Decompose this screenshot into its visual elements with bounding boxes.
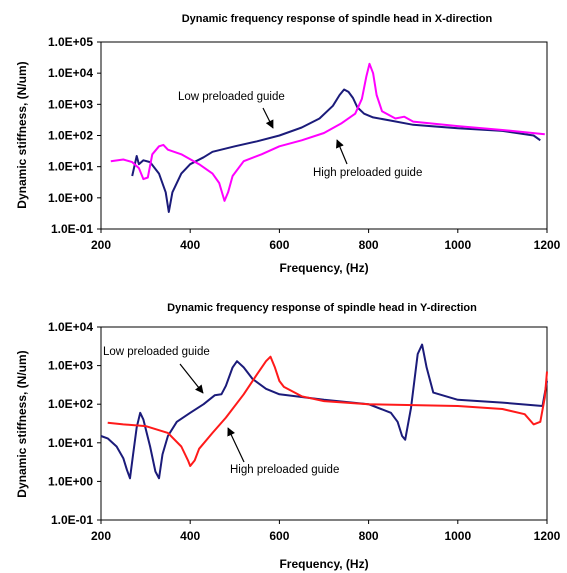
y-tick-label: 1.0E+02: [48, 397, 93, 411]
y-tick-label: 1.0E+01: [48, 436, 93, 450]
y-tick-label: 1.0E+03: [48, 97, 93, 111]
y-axis-ticks: 1.0E-01 1.0E+00 1.0E+01 1.0E+02 1.0E+03 1.0E+…: [48, 35, 101, 236]
y-tick-label: 1.0E+04: [48, 66, 93, 80]
chart-title: Dynamic frequency response of spindle he…: [182, 13, 493, 25]
y-tick-label: 1.0E-01: [51, 222, 93, 236]
y-tick-label: 1.0E+00: [48, 474, 93, 488]
x-tick-label: 200: [91, 529, 111, 543]
annotation-arrow: [262, 107, 274, 129]
x-tick-label: 800: [359, 238, 379, 252]
x-tick-label: 400: [180, 238, 200, 252]
x-tick-label: 1000: [444, 238, 471, 252]
annotation-high-preloaded: High preloaded guide: [230, 464, 339, 476]
y-tick-label: 1.0E-01: [51, 513, 93, 527]
series-group: [110, 62, 545, 213]
x-tick-label: 1000: [444, 529, 471, 543]
series-group: [100, 343, 548, 480]
y-tick-label: 1.0E+05: [48, 35, 93, 49]
x-tick-label: 1200: [534, 529, 561, 543]
chart-y-direction: Dynamic frequency response of spindle he…: [15, 302, 561, 571]
y-tick-label: 1.0E+02: [48, 129, 93, 143]
y-tick-label: 1.0E+00: [48, 191, 93, 205]
x-axis-label: Frequency, (Hz): [279, 261, 368, 275]
series-line-low-preloaded: [100, 343, 548, 480]
annotation-arrow: [179, 363, 204, 394]
x-tick-label: 400: [180, 529, 200, 543]
y-axis-label: Dynamic stiffness, (N/um): [15, 350, 29, 497]
x-tick-label: 1200: [534, 238, 561, 252]
x-tick-label: 200: [91, 238, 111, 252]
y-tick-label: 1.0E+04: [48, 320, 93, 334]
series-line-high-preloaded: [107, 355, 548, 467]
x-tick-label: 600: [269, 529, 289, 543]
x-tick-label: 800: [359, 529, 379, 543]
y-tick-label: 1.0E+01: [48, 160, 93, 174]
y-axis-ticks: 1.0E-01 1.0E+00 1.0E+01 1.0E+02 1.0E+03 1.0E+…: [48, 320, 101, 527]
y-axis-label: Dynamic stiffness, (N/um): [15, 61, 29, 208]
annotation-low-preloaded: Low preloaded guide: [178, 91, 285, 103]
x-tick-label: 600: [269, 238, 289, 252]
chart-title: Dynamic frequency response of spindle he…: [167, 302, 477, 314]
annotation-low-preloaded: Low preloaded guide: [103, 346, 210, 358]
annotation-high-preloaded: High preloaded guide: [313, 167, 422, 179]
annotation-arrow: [227, 427, 245, 463]
x-axis-ticks: 200 400 600 800 1000 1200: [91, 229, 561, 252]
y-tick-label: 1.0E+03: [48, 359, 93, 373]
annotation-arrow: [336, 139, 348, 165]
series-line-high-preloaded: [110, 62, 545, 202]
x-axis-label: Frequency, (Hz): [279, 557, 368, 571]
plot-frame: [100, 326, 548, 521]
series-line-low-preloaded: [131, 88, 541, 213]
x-axis-ticks: 200 400 600 800 1000 1200: [91, 520, 561, 543]
chart-x-direction: Dynamic frequency response of spindle he…: [15, 13, 561, 275]
